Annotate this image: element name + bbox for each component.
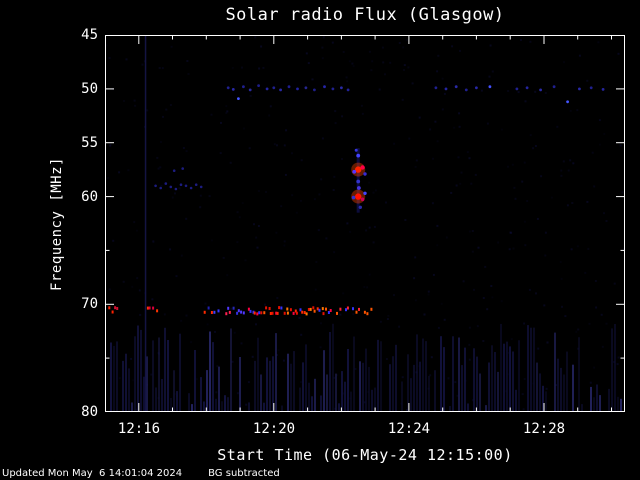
y-tick-label: 55: [81, 135, 98, 151]
chart-title: Solar radio Flux (Glasgow): [225, 5, 505, 25]
x-axis-label: Start Time (06-May-24 12:15:00): [217, 446, 513, 464]
y-tick-label: 70: [81, 296, 98, 312]
y-tick-label: 80: [81, 404, 98, 420]
footer: Updated Mon May 6 14:01:04 2024 BG subtra…: [2, 468, 280, 479]
y-tick-label: 60: [81, 189, 98, 205]
y-tick-label: 50: [81, 81, 98, 97]
x-tick-label: 12:16: [117, 421, 161, 437]
y-axis-label: Frequency [MHz]: [49, 157, 65, 291]
x-tick-label: 12:28: [522, 421, 566, 437]
x-tick-label: 12:20: [252, 421, 296, 437]
bg-subtracted-note: BG subtracted: [208, 468, 280, 479]
x-tick-label: 12:24: [387, 421, 431, 437]
update-timestamp: Updated Mon May 6 14:01:04 2024: [2, 468, 183, 479]
y-tick-label: 45: [81, 27, 98, 43]
spectrogram-canvas: [105, 35, 625, 412]
